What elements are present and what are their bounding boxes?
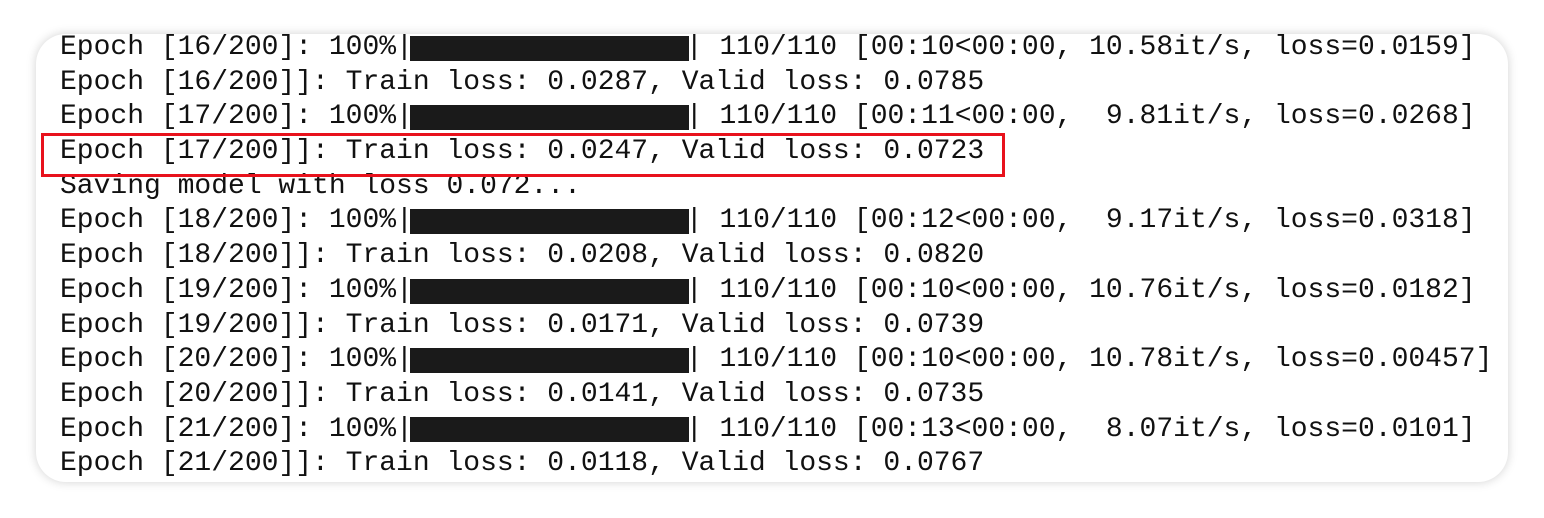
output-line: Epoch [20/200]]: Train loss: 0.0141, Val…: [60, 378, 1492, 413]
output-line: Epoch [21/200]]: Train loss: 0.0118, Val…: [60, 447, 1492, 482]
progress-suffix: | 110/110 [00:10<00:00, 10.76it/s, loss=…: [685, 274, 1476, 306]
highlight-box: [41, 133, 1005, 177]
progress-bar: [409, 105, 689, 131]
log-text: Epoch [16/200]]: Train loss: 0.0287, Val…: [60, 66, 985, 98]
progress-bar: [409, 278, 689, 304]
progress-suffix: | 110/110 [00:13<00:00, 8.07it/s, loss=0…: [685, 413, 1476, 445]
output-line: Epoch [19/200]: 100%| | 110/110 [00:10<00…: [60, 274, 1492, 309]
terminal-panel: Epoch [16/200]: 100%| | 110/110 [00:10<00…: [36, 34, 1508, 482]
progress-prefix: Epoch [17/200]: 100%|: [60, 101, 413, 133]
output-line: Epoch [16/200]: 100%| | 110/110 [00:10<00…: [60, 34, 1492, 66]
output-line: Epoch [16/200]]: Train loss: 0.0287, Val…: [60, 66, 1492, 101]
progress-suffix: | 110/110 [00:10<00:00, 10.78it/s, loss=…: [685, 344, 1493, 376]
output-line: Epoch [18/200]]: Train loss: 0.0208, Val…: [60, 239, 1492, 274]
progress-prefix: Epoch [19/200]: 100%|: [60, 274, 413, 306]
progress-prefix: Epoch [20/200]: 100%|: [60, 344, 413, 376]
output-line: Epoch [18/200]: 100%| | 110/110 [00:12<00…: [60, 204, 1492, 239]
log-text: Epoch [21/200]]: Train loss: 0.0118, Val…: [60, 448, 985, 480]
progress-prefix: Epoch [16/200]: 100%|: [60, 34, 413, 63]
terminal-output: Epoch [16/200]: 100%| | 110/110 [00:10<00…: [60, 34, 1492, 482]
output-line: Epoch [20/200]: 100%| | 110/110 [00:10<00…: [60, 343, 1492, 378]
log-text: Epoch [20/200]]: Train loss: 0.0141, Val…: [60, 378, 985, 410]
log-text: Epoch [19/200]]: Train loss: 0.0171, Val…: [60, 309, 985, 341]
output-line: Epoch [19/200]]: Train loss: 0.0171, Val…: [60, 309, 1492, 344]
progress-prefix: Epoch [21/200]: 100%|: [60, 413, 413, 445]
output-line: Epoch [17/200]: 100%| | 110/110 [00:11<00…: [60, 100, 1492, 135]
log-text: Epoch [17/200]]: Train loss: 0.0247, Val…: [60, 136, 985, 168]
progress-bar: [409, 35, 689, 61]
progress-bar: [409, 417, 689, 443]
progress-suffix: | 110/110 [00:11<00:00, 9.81it/s, loss=0…: [685, 101, 1476, 133]
progress-prefix: Epoch [18/200]: 100%|: [60, 205, 413, 237]
progress-suffix: | 110/110 [00:12<00:00, 9.17it/s, loss=0…: [685, 205, 1476, 237]
output-line: Epoch [21/200]: 100%| | 110/110 [00:13<00…: [60, 413, 1492, 448]
progress-suffix: | 110/110 [00:10<00:00, 10.58it/s, loss=…: [685, 34, 1476, 63]
progress-bar: [409, 209, 689, 235]
log-text: Epoch [18/200]]: Train loss: 0.0208, Val…: [60, 240, 985, 272]
progress-bar: [409, 348, 689, 374]
output-line: Epoch [17/200]]: Train loss: 0.0247, Val…: [60, 135, 1492, 170]
